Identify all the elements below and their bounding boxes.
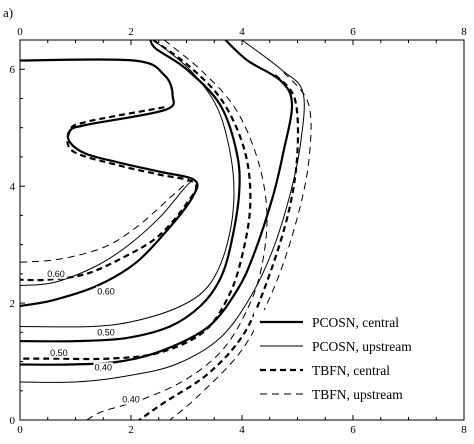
contour-line-series-4 xyxy=(86,40,268,420)
x-tick-label-bottom: 2 xyxy=(128,424,134,436)
contour-line-series-4 xyxy=(20,179,190,263)
contour-value-label: 0.40 xyxy=(94,362,112,372)
contour-value-label: 0.50 xyxy=(50,348,68,358)
legend-background xyxy=(254,310,463,410)
panel-label: a) xyxy=(3,5,13,20)
x-tick-label-top: 0 xyxy=(17,26,23,38)
contour-line-series-2 xyxy=(20,179,193,286)
contour-line-series-1 xyxy=(20,58,199,308)
contour-label-background xyxy=(96,327,116,338)
legend: PCOSN, central PCOSN, upstream TBFN, centr… xyxy=(254,310,463,410)
y-tick-label: 0 xyxy=(10,415,16,427)
contour-lines xyxy=(20,40,312,420)
x-tick-label-top: 8 xyxy=(461,26,467,38)
contour-line-series-3 xyxy=(20,106,198,282)
contour-line-series-2 xyxy=(20,40,305,383)
x-tick-label-top: 2 xyxy=(128,26,134,38)
y-tick-label: 6 xyxy=(10,64,16,76)
contour-line-series-3 xyxy=(20,40,252,361)
contour-label-background xyxy=(46,268,66,279)
contour-line-series-4 xyxy=(169,71,312,420)
contour-label-background xyxy=(121,394,141,405)
contour-label-background xyxy=(96,286,116,297)
contour-line-series-2 xyxy=(20,40,235,328)
y-tick-label: 2 xyxy=(10,298,16,310)
legend-label: TBFN, central xyxy=(312,363,390,378)
y-tick-label: 4 xyxy=(10,181,16,193)
contour-label-background xyxy=(49,347,69,358)
x-tick-label-top: 4 xyxy=(239,26,245,38)
x-tick-label-bottom: 4 xyxy=(239,424,245,436)
contour-value-label: 0.60 xyxy=(97,286,115,296)
contour-label-background xyxy=(93,362,114,373)
contour-value-label: 0.50 xyxy=(97,327,115,337)
x-tick-label-bottom: 8 xyxy=(461,424,467,436)
x-tick-label-bottom: 0 xyxy=(17,424,23,436)
x-tick-label-top: 6 xyxy=(350,26,356,38)
contour-value-label: 0.40 xyxy=(122,395,140,405)
contour-line-series-3 xyxy=(138,74,300,420)
legend-label: TBFN, upstream xyxy=(312,387,403,402)
contour-line-series-1 xyxy=(20,40,241,343)
legend-label: PCOSN, upstream xyxy=(312,339,412,354)
contour-labels: 0.60 0.60 0.50 0.50 0.40 0.40 xyxy=(46,268,141,405)
contour-value-label: 0.60 xyxy=(47,269,65,279)
legend-label: PCOSN, central xyxy=(312,315,399,330)
x-tick-label-bottom: 6 xyxy=(350,424,356,436)
contour-line-series-1 xyxy=(20,40,294,366)
